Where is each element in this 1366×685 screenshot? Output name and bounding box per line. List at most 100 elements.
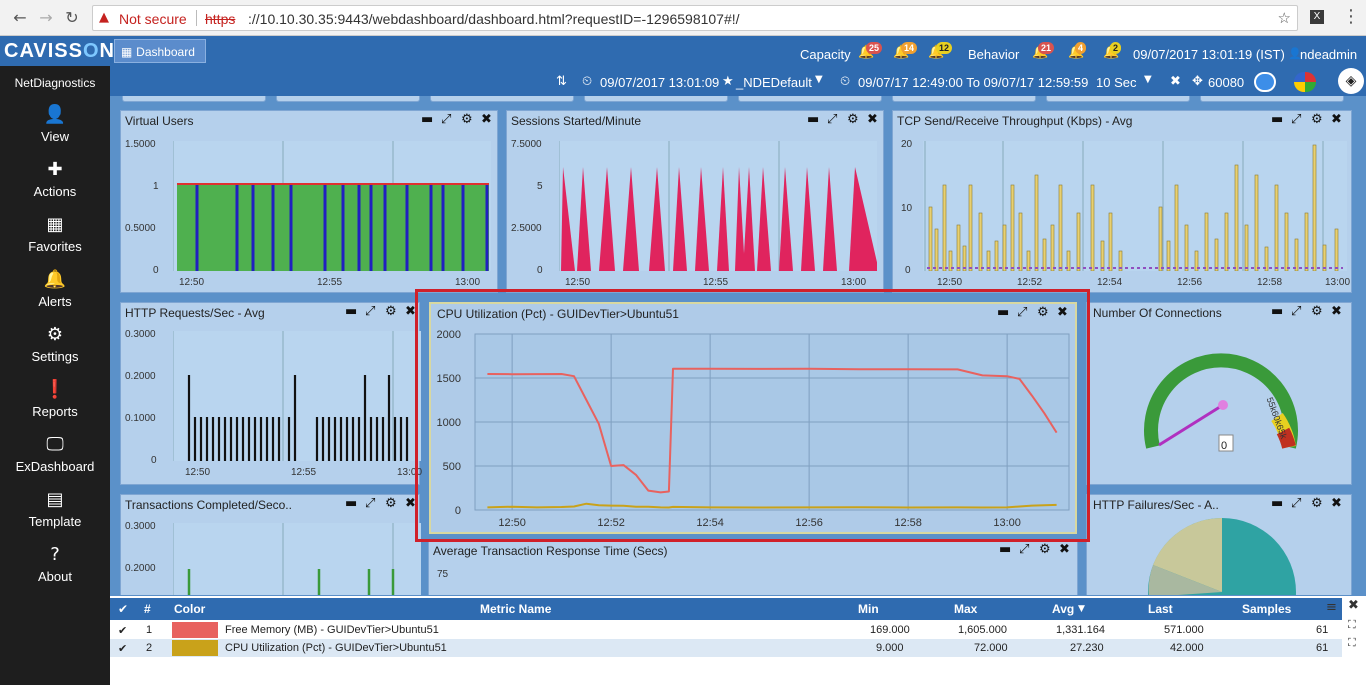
capacity-label[interactable]: Capacity bbox=[800, 47, 851, 62]
close-icon[interactable]: ✖ bbox=[481, 112, 492, 127]
close-icon[interactable]: ✖ bbox=[1331, 496, 1342, 511]
gear-icon[interactable]: ⚙ bbox=[1311, 112, 1323, 127]
gear-icon[interactable]: ⚙ bbox=[385, 304, 397, 319]
expand-icon[interactable]: ⤢ bbox=[365, 496, 376, 511]
gear-icon[interactable]: ⚙ bbox=[1311, 496, 1323, 511]
gear-icon[interactable]: ⚙ bbox=[1039, 542, 1051, 557]
browser-menu-icon[interactable]: ⋮ bbox=[1342, 6, 1360, 27]
back-button[interactable]: ← bbox=[13, 8, 27, 27]
favorite-caret-icon[interactable]: ▼ bbox=[815, 74, 823, 85]
expand-icon[interactable]: ⤢ bbox=[1019, 542, 1030, 557]
select-all-checkbox[interactable]: ✔ bbox=[118, 602, 129, 616]
column-menu-icon[interactable]: ≡ bbox=[1326, 600, 1337, 615]
close-icon[interactable]: ✖ bbox=[1331, 112, 1342, 127]
not-secure-label[interactable]: Not secure bbox=[119, 11, 187, 27]
username[interactable]: ndeadmin bbox=[1300, 47, 1358, 62]
extension-icon[interactable]: X bbox=[1310, 10, 1324, 24]
sidebar-item-favorites[interactable]: ▦ Favorites bbox=[0, 212, 110, 264]
sidebar-item-reports[interactable]: ❗ Reports bbox=[0, 377, 110, 429]
layout-icon[interactable] bbox=[1254, 72, 1276, 92]
current-time[interactable]: 09/07/2017 13:01:09 bbox=[600, 75, 720, 90]
address-bar[interactable]: ▲ Not secure https ://10.10.30.35:9443/w… bbox=[92, 5, 1298, 31]
bookmark-star-icon[interactable]: ☆ bbox=[1277, 9, 1291, 27]
minimize-icon[interactable]: ▬ bbox=[1271, 304, 1284, 319]
sidebar-item-template[interactable]: ▤ Template bbox=[0, 487, 110, 539]
expand-icon[interactable]: ⤢ bbox=[1291, 496, 1302, 511]
col-header[interactable]: Avg bbox=[1052, 602, 1075, 616]
cpu-utilization-chart[interactable]: 2000 1500 1000 500 0 12:50 12:52 12:54 12:56 12:5… bbox=[431, 324, 1075, 532]
stop-icon[interactable]: ✖ bbox=[1170, 74, 1181, 89]
expand-icon[interactable]: ⤢ bbox=[441, 112, 452, 127]
row-color-swatch[interactable] bbox=[172, 622, 218, 638]
sort-icon[interactable]: ⇅ bbox=[556, 74, 567, 89]
x-tick: 12:58 bbox=[1257, 277, 1283, 288]
close-table-icon[interactable]: ✖ bbox=[1348, 598, 1359, 613]
minimize-icon[interactable]: ▬ bbox=[807, 112, 820, 127]
time-range[interactable]: 09/07/17 12:49:00 To 09/07/17 12:59:59 bbox=[858, 75, 1089, 90]
minimize-icon[interactable]: ▬ bbox=[421, 112, 434, 127]
close-icon[interactable]: ✖ bbox=[405, 304, 416, 319]
row-checkbox[interactable]: ✔ bbox=[118, 642, 128, 655]
sidebar-item-view[interactable]: 👤 View bbox=[0, 102, 110, 154]
panel-http-requests: HTTP Requests/Sec - Avg ▬ ⤢ ⚙ ✖ 0.3000 0… bbox=[120, 302, 422, 485]
sidebar-item-about[interactable]: ? About bbox=[0, 542, 110, 594]
forward-button[interactable]: → bbox=[39, 8, 53, 27]
http-failures-pie bbox=[1148, 517, 1296, 595]
table-row[interactable]: ✔ 1 Free Memory (MB) - GUIDevTier>Ubuntu… bbox=[110, 621, 1342, 639]
behavior-label[interactable]: Behavior bbox=[968, 47, 1020, 62]
plot-area[interactable] bbox=[172, 141, 491, 271]
close-icon[interactable]: ✖ bbox=[1059, 542, 1070, 557]
gear-icon[interactable]: ⚙ bbox=[385, 496, 397, 511]
collapse-table-icon[interactable]: ⛶ bbox=[1348, 636, 1356, 649]
plot-area[interactable] bbox=[923, 141, 1347, 272]
minimize-icon[interactable]: ▬ bbox=[999, 542, 1012, 557]
col-header[interactable]: Max bbox=[954, 602, 978, 616]
col-header[interactable]: # bbox=[144, 602, 151, 616]
minimize-icon[interactable]: ▬ bbox=[345, 496, 358, 511]
col-header[interactable]: Samples bbox=[1242, 602, 1292, 616]
sidebar-item-alerts[interactable]: 🔔 Alerts bbox=[0, 267, 110, 319]
interval-select[interactable]: 10 Sec bbox=[1096, 75, 1137, 90]
dashboard-tab[interactable]: ▦ Dashboard bbox=[114, 39, 206, 63]
col-header[interactable]: Metric Name bbox=[480, 602, 552, 616]
close-icon[interactable]: ✖ bbox=[1057, 305, 1068, 320]
gear-icon[interactable]: ⚙ bbox=[847, 112, 859, 127]
cavisson-logo[interactable]: CAVISSON bbox=[4, 40, 115, 62]
col-header[interactable]: Last bbox=[1148, 602, 1173, 616]
gear-icon[interactable]: ⚙ bbox=[1037, 305, 1049, 320]
gear-icon[interactable]: ⚙ bbox=[461, 112, 473, 127]
plot-area[interactable] bbox=[558, 141, 879, 271]
close-icon[interactable]: ✖ bbox=[405, 496, 416, 511]
col-header[interactable]: Color bbox=[174, 602, 206, 616]
minimize-icon[interactable]: ▬ bbox=[345, 304, 358, 319]
expand-icon[interactable]: ⤢ bbox=[1017, 305, 1028, 320]
plot-area[interactable] bbox=[172, 523, 421, 595]
col-header[interactable]: Min bbox=[858, 602, 879, 616]
plot-area[interactable] bbox=[172, 331, 421, 461]
interval-caret-icon[interactable]: ▼ bbox=[1144, 74, 1152, 85]
expand-table-icon[interactable]: ⛶ bbox=[1348, 618, 1356, 631]
layers-icon[interactable]: ◈ bbox=[1338, 68, 1364, 94]
minimize-icon[interactable]: ▬ bbox=[997, 305, 1010, 320]
port-label[interactable]: 60080 bbox=[1208, 75, 1245, 90]
row-color-swatch[interactable] bbox=[172, 640, 218, 656]
gear-icon[interactable]: ⚙ bbox=[1311, 304, 1323, 319]
table-row[interactable]: ✔ 2 CPU Utilization (Pct) - GUIDevTier>U… bbox=[110, 639, 1342, 657]
favorite-select[interactable]: _NDEDefault bbox=[736, 75, 812, 90]
sidebar-item-actions[interactable]: ✚ Actions bbox=[0, 157, 110, 209]
expand-icon[interactable]: ⤢ bbox=[1291, 112, 1302, 127]
close-icon[interactable]: ✖ bbox=[1331, 304, 1342, 319]
theme-icon[interactable] bbox=[1294, 72, 1316, 92]
minimize-icon[interactable]: ▬ bbox=[1271, 112, 1284, 127]
row-checkbox[interactable]: ✔ bbox=[118, 624, 128, 637]
reload-button[interactable]: ↻ bbox=[65, 8, 79, 27]
close-icon[interactable]: ✖ bbox=[867, 112, 878, 127]
behavior-critical-badge: 21 bbox=[1038, 42, 1055, 54]
expand-icon[interactable]: ⤢ bbox=[1291, 304, 1302, 319]
expand-icon[interactable]: ⤢ bbox=[365, 304, 376, 319]
minimize-icon[interactable]: ▬ bbox=[1271, 496, 1284, 511]
sidebar-item-settings[interactable]: ⚙ Settings bbox=[0, 322, 110, 374]
expand-icon[interactable]: ⤢ bbox=[827, 112, 838, 127]
sidebar-item-exdashboard[interactable]: 🖵 ExDashboard bbox=[0, 432, 110, 484]
sort-desc-icon[interactable]: ▼ bbox=[1078, 604, 1085, 614]
